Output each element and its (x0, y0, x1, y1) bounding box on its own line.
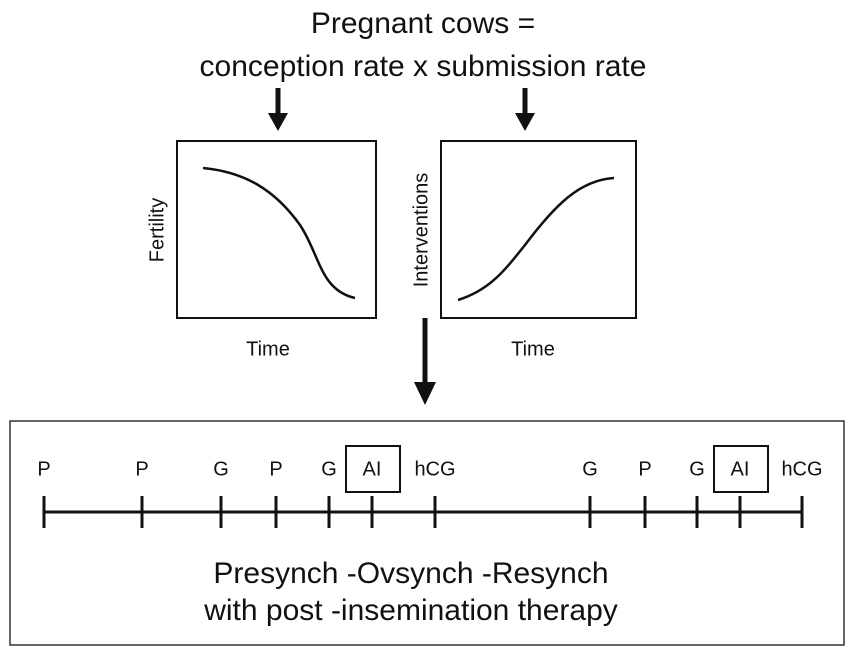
event-box (713, 445, 769, 493)
event-label: G (321, 458, 337, 480)
panel-frame (176, 140, 377, 319)
arrow (268, 88, 288, 131)
event-label: AI (731, 458, 750, 480)
panel-x-label: Time (511, 338, 555, 360)
title-line: Pregnant cows = (311, 7, 535, 40)
event-label: P (37, 458, 50, 480)
event-label: G (213, 458, 229, 480)
timeline-events: P P G P G AI hCG G P G AI hCG (37, 445, 823, 528)
event-label: P (269, 458, 282, 480)
event-label: P (638, 458, 651, 480)
caption-line: Presynch -Ovsynch -Resynch (213, 557, 608, 590)
title-line: conception rate x submission rate (200, 50, 647, 83)
event-box (345, 445, 401, 493)
event-label: G (582, 458, 598, 480)
panel-x-label: Time (246, 338, 290, 360)
fertility-curve (202, 166, 356, 300)
panel-y-label: Fertility (146, 198, 168, 262)
panel-frame (440, 140, 637, 319)
panel-y-label: Interventions (410, 173, 432, 288)
event-label: hCG (781, 458, 822, 480)
event-label: G (689, 458, 705, 480)
event-label: P (135, 458, 148, 480)
arrow (414, 318, 436, 405)
event-label: AI (363, 458, 382, 480)
timeline-frame (9, 420, 845, 646)
arrow (515, 88, 535, 131)
event-label: hCG (414, 458, 455, 480)
interventions-curve (457, 176, 615, 302)
caption-line: with post -insemination therapy (203, 594, 618, 627)
